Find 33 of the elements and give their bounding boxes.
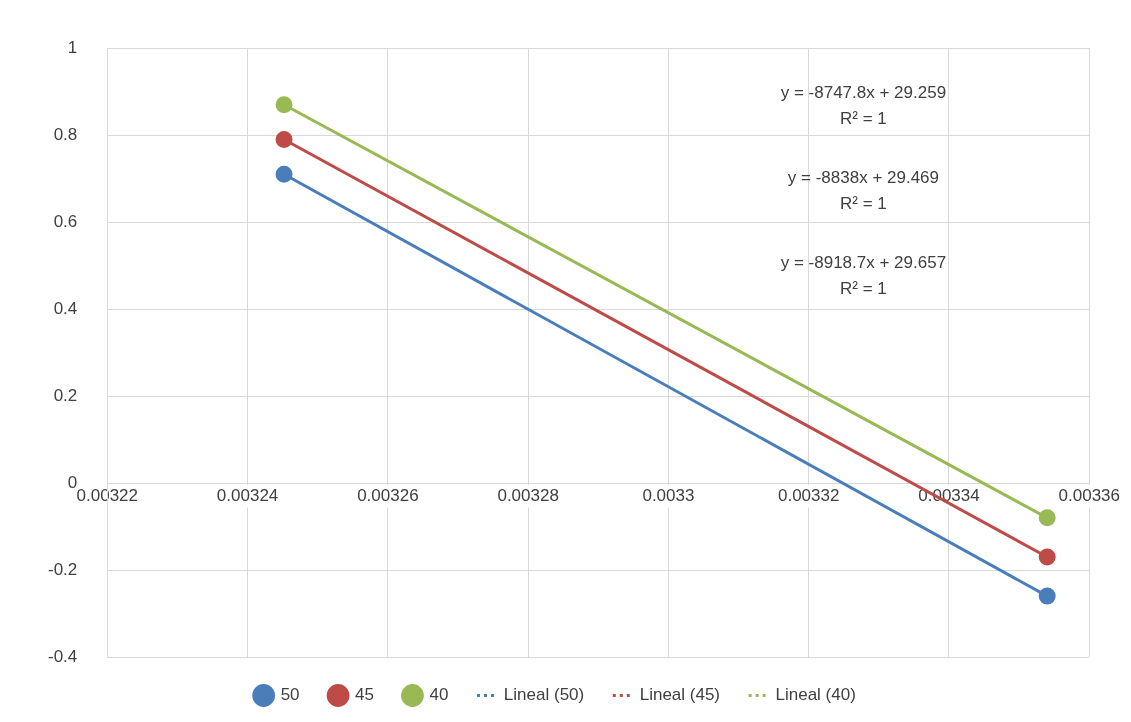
point xyxy=(275,165,293,183)
y-tick-label: 0.8 xyxy=(53,124,78,144)
annotation: R² = 1 xyxy=(840,278,887,298)
x-tick-label: 0.00322 xyxy=(76,485,139,505)
x-tick-label: 0.00326 xyxy=(357,485,419,505)
y-tick-label: 0.2 xyxy=(53,385,78,405)
legend-label: Lineal (50) xyxy=(503,685,585,705)
point xyxy=(1038,509,1056,527)
annotation: y = -8747.8x + 29.259 xyxy=(780,82,947,102)
y-tick-label: 1 xyxy=(67,37,78,57)
x-tick-label: 0.00336 xyxy=(1058,485,1120,505)
y-tick-label: 0.6 xyxy=(53,211,78,231)
x-tick-label: 0.0033 xyxy=(642,485,695,505)
x-tick-label: 0.00332 xyxy=(777,485,840,505)
legend-label: Lineal (45) xyxy=(639,685,721,705)
annotation: y = -8918.7x + 29.657 xyxy=(780,252,947,272)
y-tick-label: 0.4 xyxy=(53,298,78,318)
x-tick-label: 0.00328 xyxy=(497,485,559,505)
point xyxy=(275,96,293,114)
legend-label: 50 xyxy=(280,685,300,705)
legend-label: Lineal (40) xyxy=(775,685,856,705)
y-tick-label: -0.4 xyxy=(48,646,78,666)
point xyxy=(275,131,293,149)
legend-label: 45 xyxy=(355,685,374,705)
point xyxy=(1038,548,1056,566)
point xyxy=(1038,587,1056,605)
x-tick-label: 0.00324 xyxy=(216,485,279,505)
legend-label: 40 xyxy=(429,685,449,705)
annotation: y = -8838x + 29.469 xyxy=(787,167,940,187)
y-tick-label: -0.2 xyxy=(48,559,78,579)
annotation: R² = 1 xyxy=(840,193,887,213)
y-tick-label: 0 xyxy=(67,472,78,492)
annotation: R² = 1 xyxy=(840,108,887,128)
